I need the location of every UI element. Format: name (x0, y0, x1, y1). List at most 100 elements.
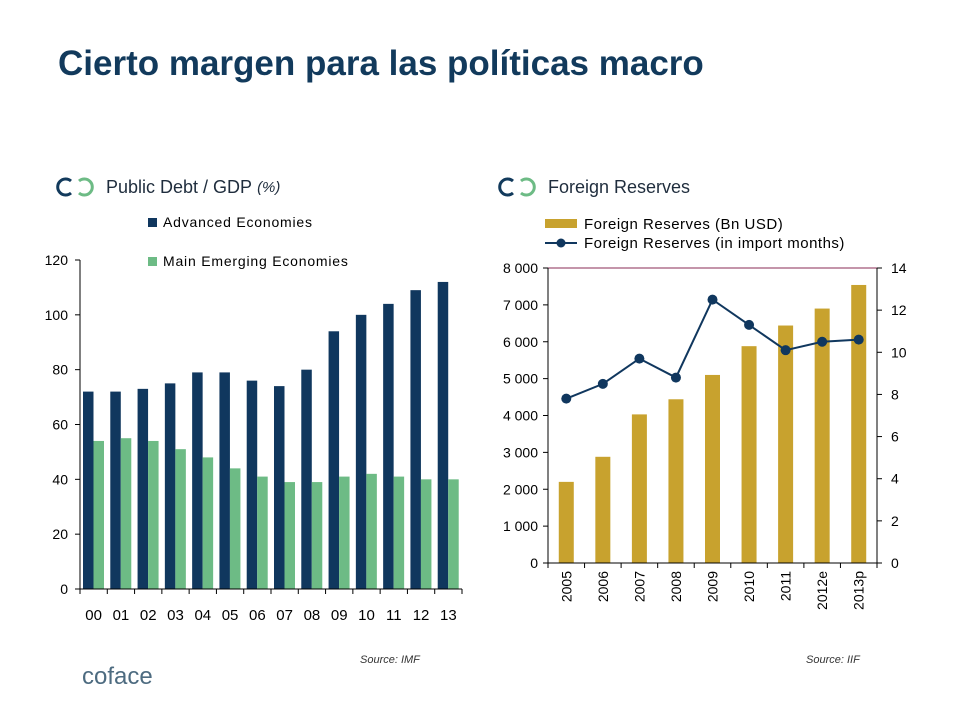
coface-mark-icon (498, 176, 536, 198)
x-tick-label: 08 (304, 607, 321, 624)
bar-emerging (229, 468, 241, 589)
reserves-bar (741, 346, 757, 563)
bar-emerging (93, 440, 104, 589)
legend-marker (556, 238, 566, 248)
bar-advanced (137, 388, 149, 589)
y-tick-label: 40 (52, 471, 68, 487)
bar-advanced (410, 290, 421, 589)
right-panel-heading-text: Foreign Reserves (548, 176, 691, 197)
bar-advanced (328, 331, 340, 589)
right-source: Source: IIF (806, 654, 860, 666)
reserves-bar (595, 456, 611, 563)
reserves-bar (778, 325, 794, 563)
x-tick-label: 03 (167, 607, 184, 624)
bar-emerging (339, 476, 350, 589)
x-tick-label: 00 (85, 607, 102, 624)
import-months-point (744, 319, 755, 330)
y-left-tick-label: 3 000 (503, 444, 538, 460)
import-months-point (780, 345, 791, 356)
bar-advanced (355, 314, 367, 589)
x-tick-label: 06 (249, 607, 266, 624)
y-right-tick-label: 2 (891, 513, 899, 529)
left-source: Source: IMF (360, 654, 420, 666)
reserves-bar (631, 414, 647, 563)
y-tick-label: 60 (52, 417, 68, 433)
x-tick-label: 04 (194, 607, 211, 624)
reserves-bar (814, 308, 830, 563)
y-tick-label: 100 (45, 307, 69, 323)
import-months-point (634, 353, 645, 364)
bar-advanced (110, 391, 121, 589)
y-right-tick-label: 6 (891, 429, 899, 445)
bar-emerging (366, 473, 377, 589)
y-left-tick-label: 7 000 (503, 297, 538, 313)
legend-label: Foreign Reserves (in import months) (584, 235, 845, 252)
bar-emerging (420, 479, 432, 589)
y-tick-label: 120 (45, 252, 69, 268)
x-tick-label: 2008 (668, 571, 684, 602)
bar-emerging (202, 457, 214, 589)
bar-advanced (192, 372, 203, 589)
legend-swatch (148, 257, 157, 266)
left-panel-heading: Public Debt / GDP (%) (56, 174, 280, 200)
y-right-tick-label: 4 (891, 471, 899, 487)
coface-mark-icon (56, 176, 94, 198)
x-tick-label: 10 (358, 607, 375, 624)
y-right-tick-label: 12 (891, 302, 907, 318)
legend-swatch (148, 218, 157, 227)
reserves-bar (558, 481, 574, 563)
y-left-tick-label: 6 000 (503, 334, 538, 350)
bar-advanced (246, 380, 258, 589)
bar-advanced (164, 383, 176, 589)
y-tick-label: 20 (52, 526, 68, 542)
x-tick-label: 2006 (595, 571, 611, 602)
import-months-point (817, 336, 828, 347)
y-left-tick-label: 8 000 (503, 260, 538, 276)
y-tick-label: 80 (52, 362, 68, 378)
x-tick-label: 07 (276, 607, 293, 624)
import-months-point (707, 294, 718, 305)
bar-emerging (148, 440, 159, 589)
bar-advanced (437, 281, 449, 589)
x-tick-label: 2005 (558, 571, 574, 602)
x-tick-label: 13 (440, 607, 457, 624)
x-tick-label: 12 (413, 607, 430, 624)
left-panel-heading-text: Public Debt / GDP (106, 176, 253, 197)
y-left-tick-label: 2 000 (503, 481, 538, 497)
reserves-bar (851, 284, 867, 563)
page-title: Cierto margen para las políticas macro (58, 44, 704, 83)
x-tick-label: 09 (331, 607, 348, 624)
left-panel-unit: (%) (257, 178, 281, 196)
bar-advanced (274, 386, 285, 589)
bar-advanced (219, 372, 230, 589)
bar-emerging (284, 482, 295, 589)
reserves-bar (668, 399, 684, 563)
coface-logo-text: coface (82, 663, 153, 690)
y-left-tick-label: 4 000 (503, 408, 538, 424)
bar-advanced (301, 369, 312, 589)
y-tick-label: 0 (60, 581, 68, 597)
x-tick-label: 01 (113, 607, 130, 624)
bar-emerging (448, 479, 459, 589)
import-months-point (853, 334, 864, 345)
legend-label: Main Emerging Economies (163, 253, 349, 269)
x-tick-label: 2010 (741, 571, 757, 602)
y-right-tick-label: 10 (891, 344, 907, 360)
y-left-tick-label: 5 000 (503, 371, 538, 387)
y-left-tick-label: 1 000 (503, 518, 538, 534)
y-right-tick-label: 0 (891, 555, 899, 571)
x-tick-label: 11 (386, 607, 402, 624)
bar-emerging (175, 449, 186, 589)
y-right-tick-label: 8 (891, 386, 899, 402)
bar-advanced (83, 391, 94, 589)
y-left-tick-label: 0 (530, 555, 538, 571)
legend-label: Advanced Economies (163, 214, 313, 230)
x-tick-label: 2007 (631, 571, 647, 602)
import-months-point (597, 378, 608, 389)
x-tick-label: 05 (222, 607, 239, 624)
x-tick-label: 2013p (851, 571, 867, 610)
x-tick-label: 2009 (705, 571, 721, 602)
x-tick-label: 2011 (778, 571, 794, 601)
